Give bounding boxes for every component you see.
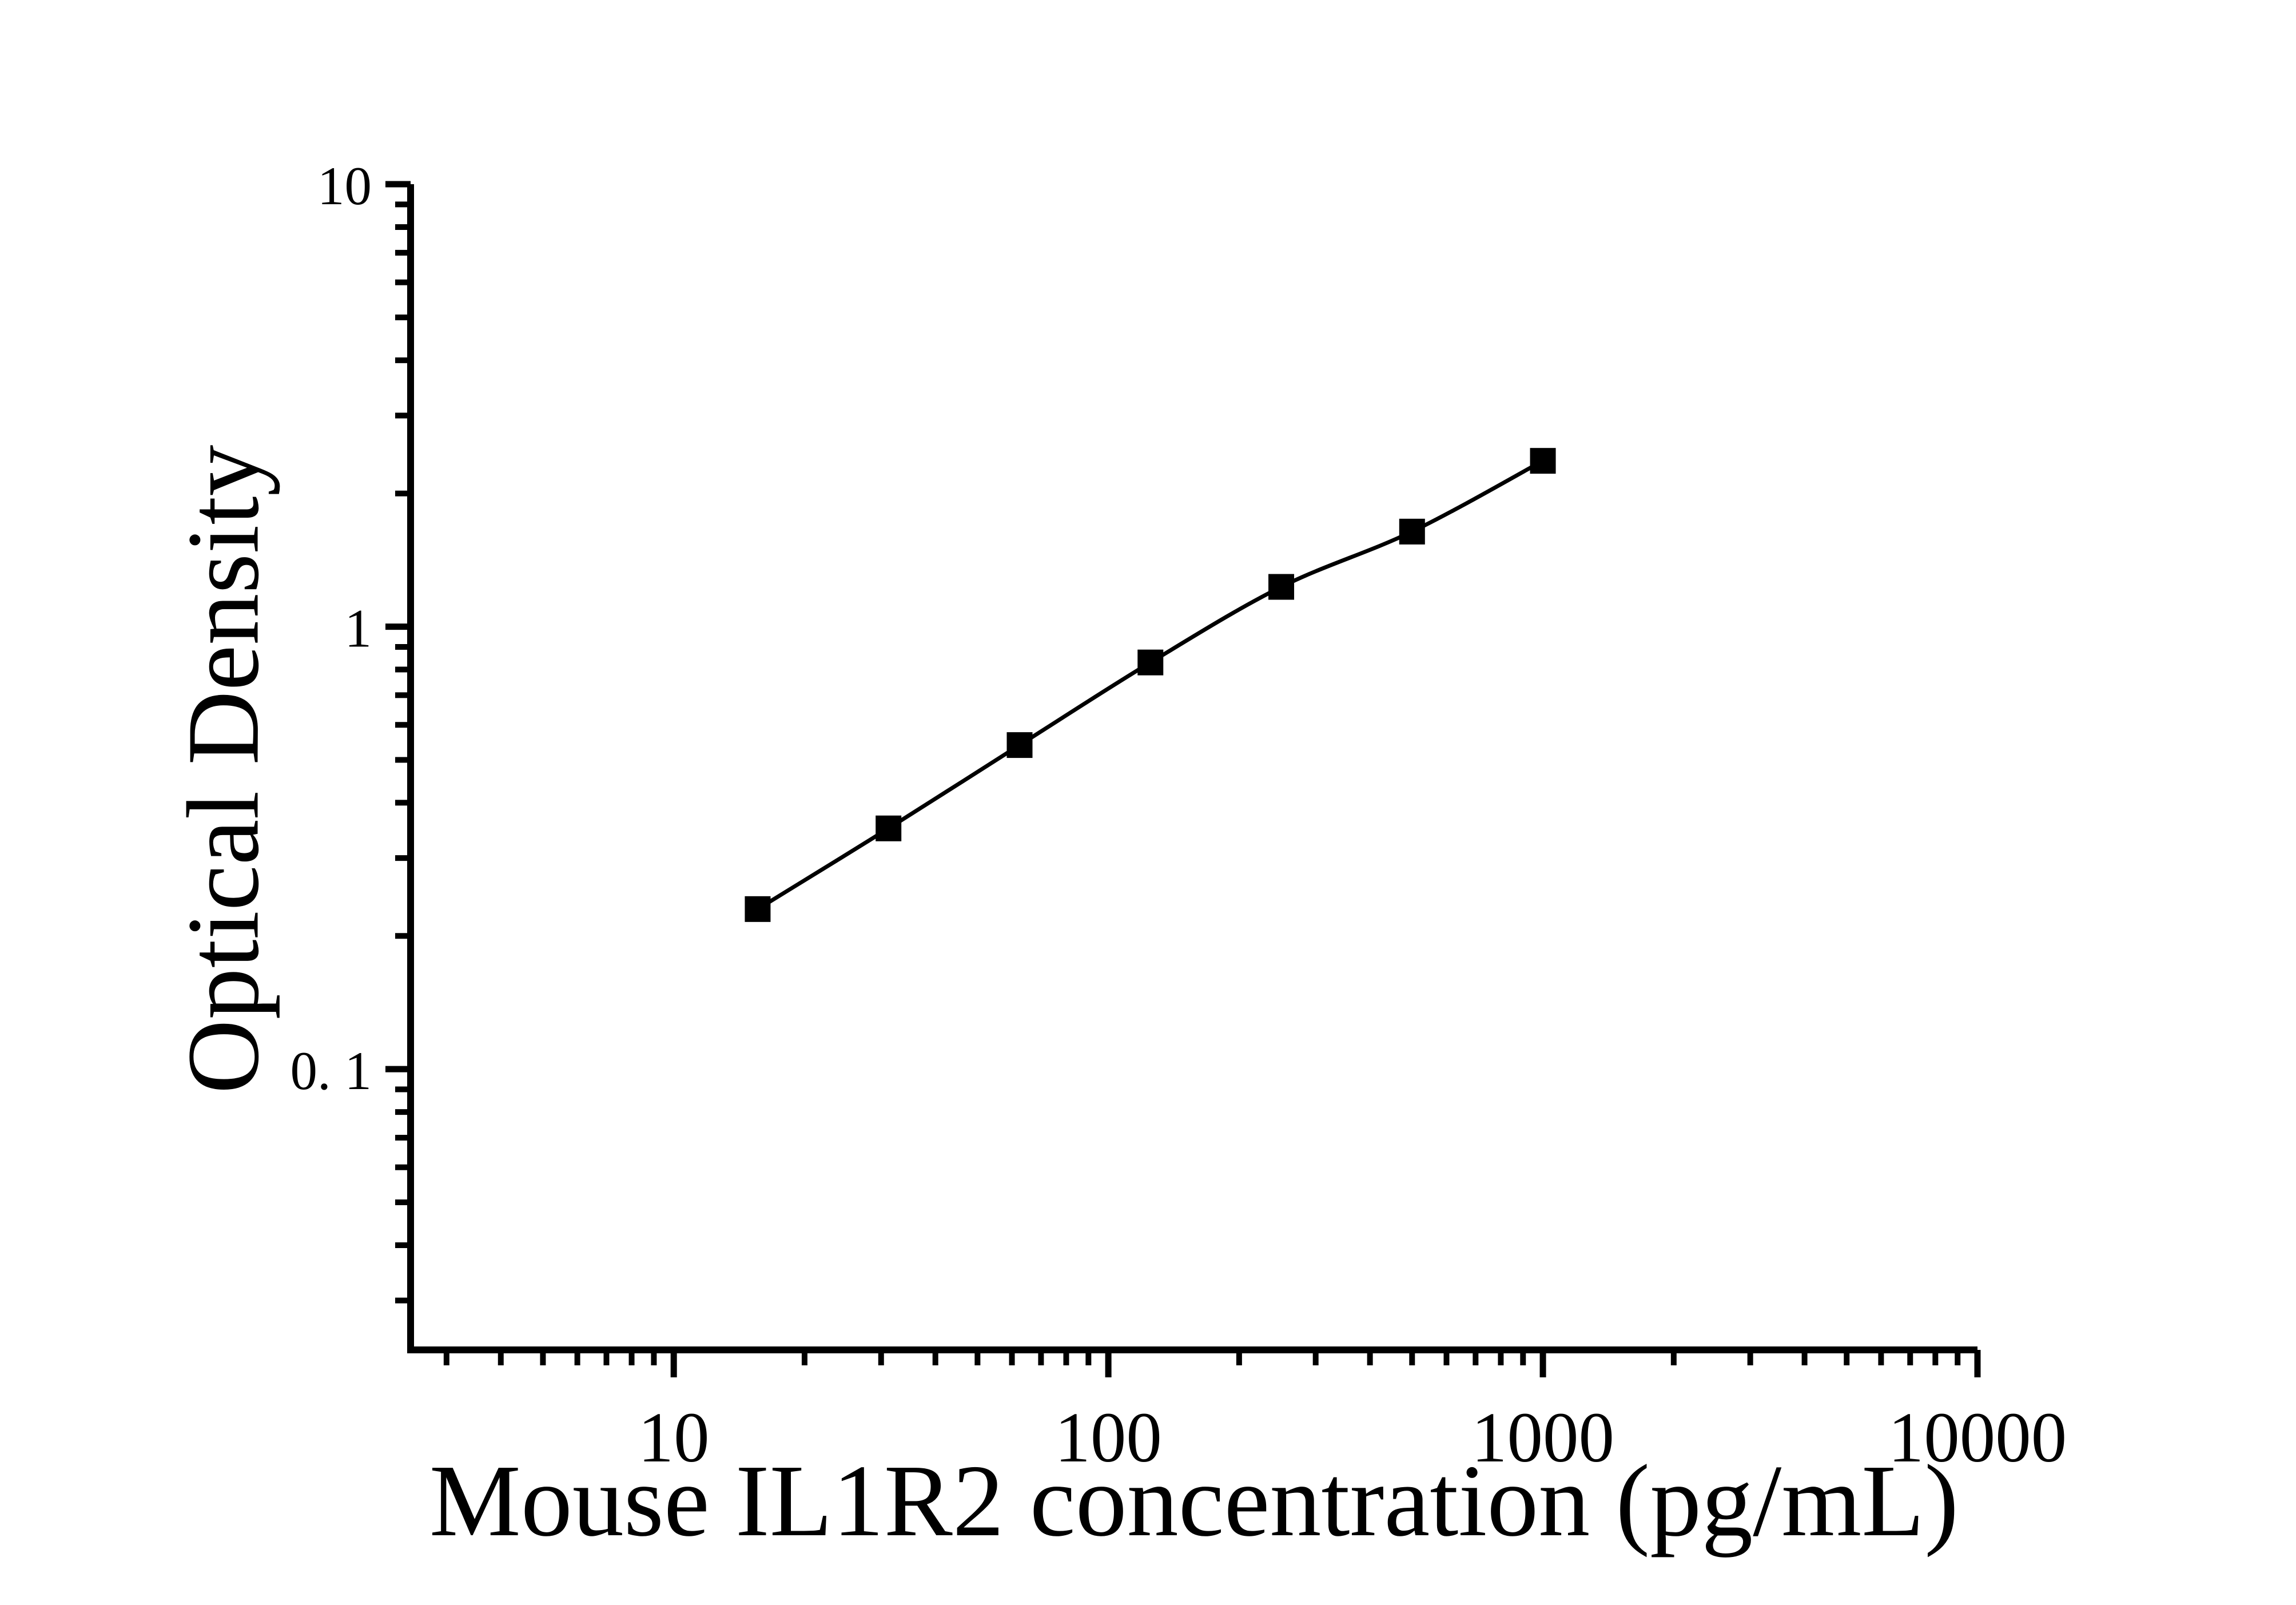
data-point-marker bbox=[1530, 448, 1556, 474]
x-tick-label: 1000 bbox=[1471, 1399, 1614, 1477]
x-tick-label: 100 bbox=[1055, 1399, 1162, 1477]
x-tick-label: 10 bbox=[638, 1399, 710, 1477]
x-tick-label: 10000 bbox=[1888, 1399, 2067, 1477]
data-point-marker bbox=[745, 896, 771, 922]
data-point-marker bbox=[1399, 518, 1425, 545]
y-tick-label: 10 bbox=[317, 156, 372, 216]
y-axis-title: Optical Density bbox=[166, 444, 280, 1094]
data-point-marker bbox=[1006, 732, 1033, 758]
y-tick-label: 0. 1 bbox=[291, 1040, 372, 1101]
axis-spine bbox=[407, 184, 1977, 1353]
data-point-marker bbox=[1268, 574, 1295, 600]
standard-curve-line bbox=[757, 459, 1544, 911]
data-point-marker bbox=[876, 815, 902, 841]
y-tick-label: 1 bbox=[345, 598, 372, 659]
x-axis-title: Mouse IL1R2 concentration (pg/mL) bbox=[429, 1444, 1959, 1558]
data-point-marker bbox=[1137, 649, 1164, 676]
plot-area: 10 1 0. 1 10 100 1000 10000 bbox=[291, 156, 2067, 1477]
